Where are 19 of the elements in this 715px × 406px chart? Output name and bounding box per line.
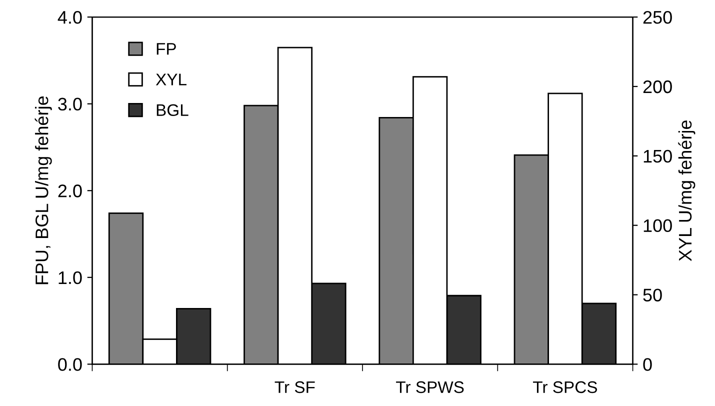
x-tick-label: Tr SPCS (533, 381, 598, 394)
y-tick-label: 0.0 (58, 358, 82, 371)
y2-tick-label: 200 (643, 80, 672, 94)
x-tick-label: Tr SF (274, 381, 315, 394)
y2-tick-label: 100 (644, 219, 672, 232)
y-tick-label: 1.0 (58, 271, 82, 284)
legend-label: FP (156, 43, 176, 55)
y2-tick-label: 250 (643, 10, 672, 24)
y2-axis-title: XYL U/mg fehérje (678, 120, 696, 262)
y-tick-label: 4.0 (58, 10, 82, 24)
y-tick-label: 2.0 (58, 184, 82, 198)
legend-label: BGL (156, 104, 188, 116)
legend-label: XYL (156, 74, 186, 86)
x-tick-label: Tr SPWS (396, 381, 464, 394)
y2-tick-label: 50 (643, 288, 662, 302)
y2-tick-label: 0 (643, 358, 652, 371)
y-tick-label: 3.0 (58, 98, 82, 111)
y2-tick-label: 150 (644, 150, 672, 163)
y-axis-title: FPU, BGL U/mg fehérje (34, 96, 52, 284)
